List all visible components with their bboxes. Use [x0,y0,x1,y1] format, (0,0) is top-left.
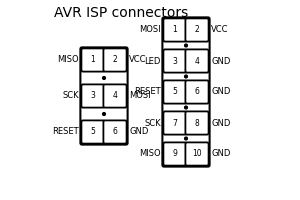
FancyBboxPatch shape [185,18,208,42]
Text: 9: 9 [172,150,177,158]
Text: RESET: RESET [134,88,161,97]
Circle shape [184,106,188,109]
FancyBboxPatch shape [185,49,208,73]
Text: 10: 10 [192,150,202,158]
Text: 2: 2 [112,55,117,64]
FancyBboxPatch shape [185,142,208,166]
FancyBboxPatch shape [103,120,127,144]
FancyBboxPatch shape [164,142,187,166]
Text: RESET: RESET [52,128,79,136]
Text: LED: LED [145,56,161,66]
Text: GND: GND [211,56,230,66]
Circle shape [103,77,105,79]
Circle shape [103,113,105,115]
FancyBboxPatch shape [164,111,187,135]
Text: MOSI: MOSI [129,92,151,100]
Circle shape [184,75,188,78]
FancyBboxPatch shape [81,120,105,144]
Circle shape [184,137,188,140]
Text: MISO: MISO [57,55,79,64]
Text: 6: 6 [195,88,200,97]
Text: 4: 4 [195,56,200,66]
FancyBboxPatch shape [162,17,210,167]
Text: AVR ISP connectors: AVR ISP connectors [54,6,188,20]
Text: SCK: SCK [62,92,79,100]
Text: 8: 8 [195,118,200,128]
Text: GND: GND [211,118,230,128]
FancyBboxPatch shape [80,47,128,145]
FancyBboxPatch shape [103,84,127,108]
Text: GND: GND [211,88,230,97]
Text: 5: 5 [172,88,177,97]
FancyBboxPatch shape [164,80,187,104]
Text: MISO: MISO [140,150,161,158]
Text: 5: 5 [91,128,95,136]
Text: MOSI: MOSI [140,25,161,34]
Text: 2: 2 [195,25,200,34]
FancyBboxPatch shape [185,111,208,135]
Text: 3: 3 [172,56,177,66]
Text: 7: 7 [172,118,177,128]
Text: 1: 1 [91,55,95,64]
FancyBboxPatch shape [164,49,187,73]
Text: 6: 6 [112,128,117,136]
FancyBboxPatch shape [185,80,208,104]
FancyBboxPatch shape [81,48,105,72]
FancyBboxPatch shape [164,18,187,42]
Text: GND: GND [129,128,148,136]
Text: VCC: VCC [129,55,146,64]
Circle shape [184,44,188,47]
Text: GND: GND [211,150,230,158]
FancyBboxPatch shape [103,48,127,72]
Text: 1: 1 [172,25,177,34]
FancyBboxPatch shape [81,84,105,108]
Text: VCC: VCC [211,25,229,34]
Text: 3: 3 [91,92,95,100]
Text: SCK: SCK [144,118,161,128]
Text: 4: 4 [112,92,117,100]
